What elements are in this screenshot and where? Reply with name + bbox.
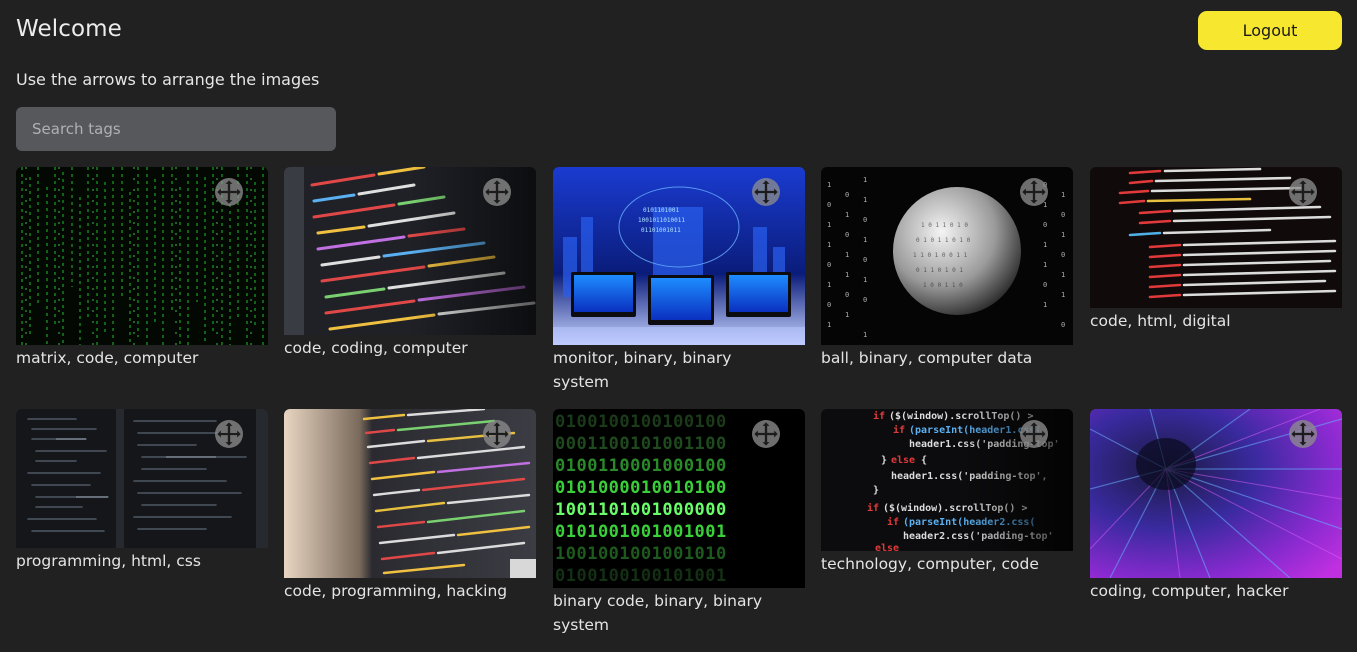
image-tags: monitor, binary, binary system [553, 349, 732, 391]
image-card[interactable]: 1 0 1 1 0 1 0 1 0 1 0 1 1 0 1 1 1 0 1 0 1 0 1 0 1 0 1 1 0 1 1 0 1 0 1 1… [821, 167, 1073, 370]
page-title: Welcome [16, 16, 122, 42]
svg-text:1001101001000000: 1001101001000000 [555, 500, 727, 520]
image-tags: matrix, code, computer [16, 349, 199, 367]
svg-text:1: 1 [863, 276, 867, 284]
svg-text:1: 1 [1061, 271, 1065, 279]
move-arrows-icon[interactable] [1020, 178, 1048, 206]
image-binary-ball: 1 0 1 1 0 1 0 1 0 1 0 1 1 0 1 1 1 0 1 0 1 0 1 0 1 0 1 1 0 1 1 0 1 0 1 1… [821, 167, 1073, 345]
image-tags: code, programming, hacking [284, 582, 508, 600]
svg-text:1001011010011: 1001011010011 [638, 217, 685, 224]
svg-text:1: 1 [863, 196, 867, 204]
svg-text:1: 1 [845, 311, 849, 319]
svg-text:1: 1 [827, 321, 831, 329]
move-arrows-icon[interactable] [215, 178, 243, 206]
svg-text:1: 1 [863, 236, 867, 244]
svg-text:0: 0 [845, 191, 849, 199]
svg-text:1: 1 [845, 211, 849, 219]
svg-text:1: 1 [845, 251, 849, 259]
svg-text:1: 1 [1061, 231, 1065, 239]
svg-text:1: 1 [1043, 241, 1047, 249]
svg-text:1: 1 [827, 281, 831, 289]
svg-text:0: 0 [827, 261, 831, 269]
svg-text:1001001001001010: 1001001001001010 [555, 544, 727, 564]
move-arrows-icon[interactable] [752, 420, 780, 448]
image-html-code [1090, 167, 1342, 308]
svg-text:0: 0 [1061, 251, 1065, 259]
move-arrows-icon[interactable] [215, 420, 243, 448]
svg-text:0: 0 [845, 231, 849, 239]
search-input[interactable] [16, 107, 336, 151]
image-card[interactable]: code, programming, hacking [284, 409, 536, 603]
svg-text:01101001011: 01101001011 [641, 227, 681, 234]
svg-text:1 1 0 1 0 0 1 1: 1 1 0 1 0 0 1 1 [913, 252, 968, 259]
svg-text:0100100100100100: 0100100100100100 [555, 412, 727, 432]
svg-text:0 1 1 0 1 0 1: 0 1 1 0 1 0 1 [916, 267, 963, 274]
move-arrows-icon[interactable] [483, 420, 511, 448]
image-tags: binary code, binary, binary system [553, 592, 763, 634]
svg-text:0101101001: 0101101001 [643, 207, 680, 214]
svg-text:1: 1 [1061, 291, 1065, 299]
instructions-text: Use the arrows to arrange the images [16, 70, 320, 89]
svg-text:1: 1 [1043, 201, 1047, 209]
svg-text:1: 1 [1043, 301, 1047, 309]
svg-text:1: 1 [845, 271, 849, 279]
svg-text:1: 1 [1043, 261, 1047, 269]
image-hacker-purple [1090, 409, 1342, 578]
image-matrix [16, 167, 268, 345]
svg-text:0: 0 [1061, 211, 1065, 219]
image-tags: code, html, digital [1090, 312, 1231, 330]
image-card[interactable]: if($(window).scrollTop() > if(parseInt(h… [821, 409, 1073, 576]
image-programming-dark [16, 409, 268, 548]
image-laptop-code [284, 409, 536, 578]
svg-text:0: 0 [845, 291, 849, 299]
svg-text:0: 0 [863, 296, 867, 304]
move-arrows-icon[interactable] [752, 178, 780, 206]
image-tags: code, coding, computer [284, 339, 468, 357]
svg-text:1: 1 [827, 221, 831, 229]
svg-text:0001100101001100: 0001100101001100 [555, 434, 727, 454]
image-card[interactable]: programming, html, css [16, 409, 268, 573]
svg-text:1: 1 [827, 181, 831, 189]
svg-text:1: 1 [1061, 191, 1065, 199]
image-tags: ball, binary, computer data [821, 349, 1033, 367]
move-arrows-icon[interactable] [483, 178, 511, 206]
svg-text:0: 0 [1043, 281, 1047, 289]
move-arrows-icon[interactable] [1289, 178, 1317, 206]
image-card[interactable]: coding, computer, hacker [1090, 409, 1342, 603]
svg-text:0: 0 [827, 301, 831, 309]
image-card[interactable]: matrix, code, computer [16, 167, 268, 370]
image-monitors-binary: 0101101001 1001011010011 01101001011 [553, 167, 805, 345]
svg-text:0 1 0 1 1 0 1 0: 0 1 0 1 1 0 1 0 [916, 237, 971, 244]
svg-text:0: 0 [863, 216, 867, 224]
svg-text:1: 1 [863, 331, 867, 339]
svg-text:0101000010010100: 0101000010010100 [555, 478, 727, 498]
image-card[interactable]: code, coding, computer [284, 167, 536, 360]
svg-text:0100110001000100: 0100110001000100 [555, 456, 727, 476]
svg-text:0: 0 [1061, 321, 1065, 329]
svg-text:0100100100101001: 0100100100101001 [555, 566, 727, 586]
image-binary-code: 0100100100100100 0001100101001100 010011… [553, 409, 805, 588]
svg-text:0101001001001001: 0101001001001001 [555, 522, 727, 542]
image-card[interactable]: 0101101001 1001011010011 01101001011 monit… [553, 167, 805, 394]
logout-button[interactable]: Logout [1198, 11, 1342, 50]
image-card[interactable]: code, html, digital [1090, 167, 1342, 333]
image-tags: coding, computer, hacker [1090, 582, 1289, 600]
svg-text:1: 1 [863, 176, 867, 184]
move-arrows-icon[interactable] [1020, 420, 1048, 448]
svg-text:0: 0 [1043, 221, 1047, 229]
image-jquery-code: if($(window).scrollTop() > if(parseInt(h… [821, 409, 1073, 551]
move-arrows-icon[interactable] [1289, 420, 1317, 448]
svg-text:1 0 1 1 0 1 0: 1 0 1 1 0 1 0 [921, 222, 968, 229]
svg-text:0: 0 [827, 201, 831, 209]
image-code-screen [284, 167, 536, 335]
svg-text:1: 1 [827, 241, 831, 249]
image-card[interactable]: 0100100100100100 0001100101001100 010011… [553, 409, 805, 637]
svg-text:1 0 0 1 1 0: 1 0 0 1 1 0 [923, 282, 963, 289]
svg-text:0: 0 [863, 256, 867, 264]
image-tags: programming, html, css [16, 552, 201, 570]
image-tags: technology, computer, code [821, 555, 1039, 573]
